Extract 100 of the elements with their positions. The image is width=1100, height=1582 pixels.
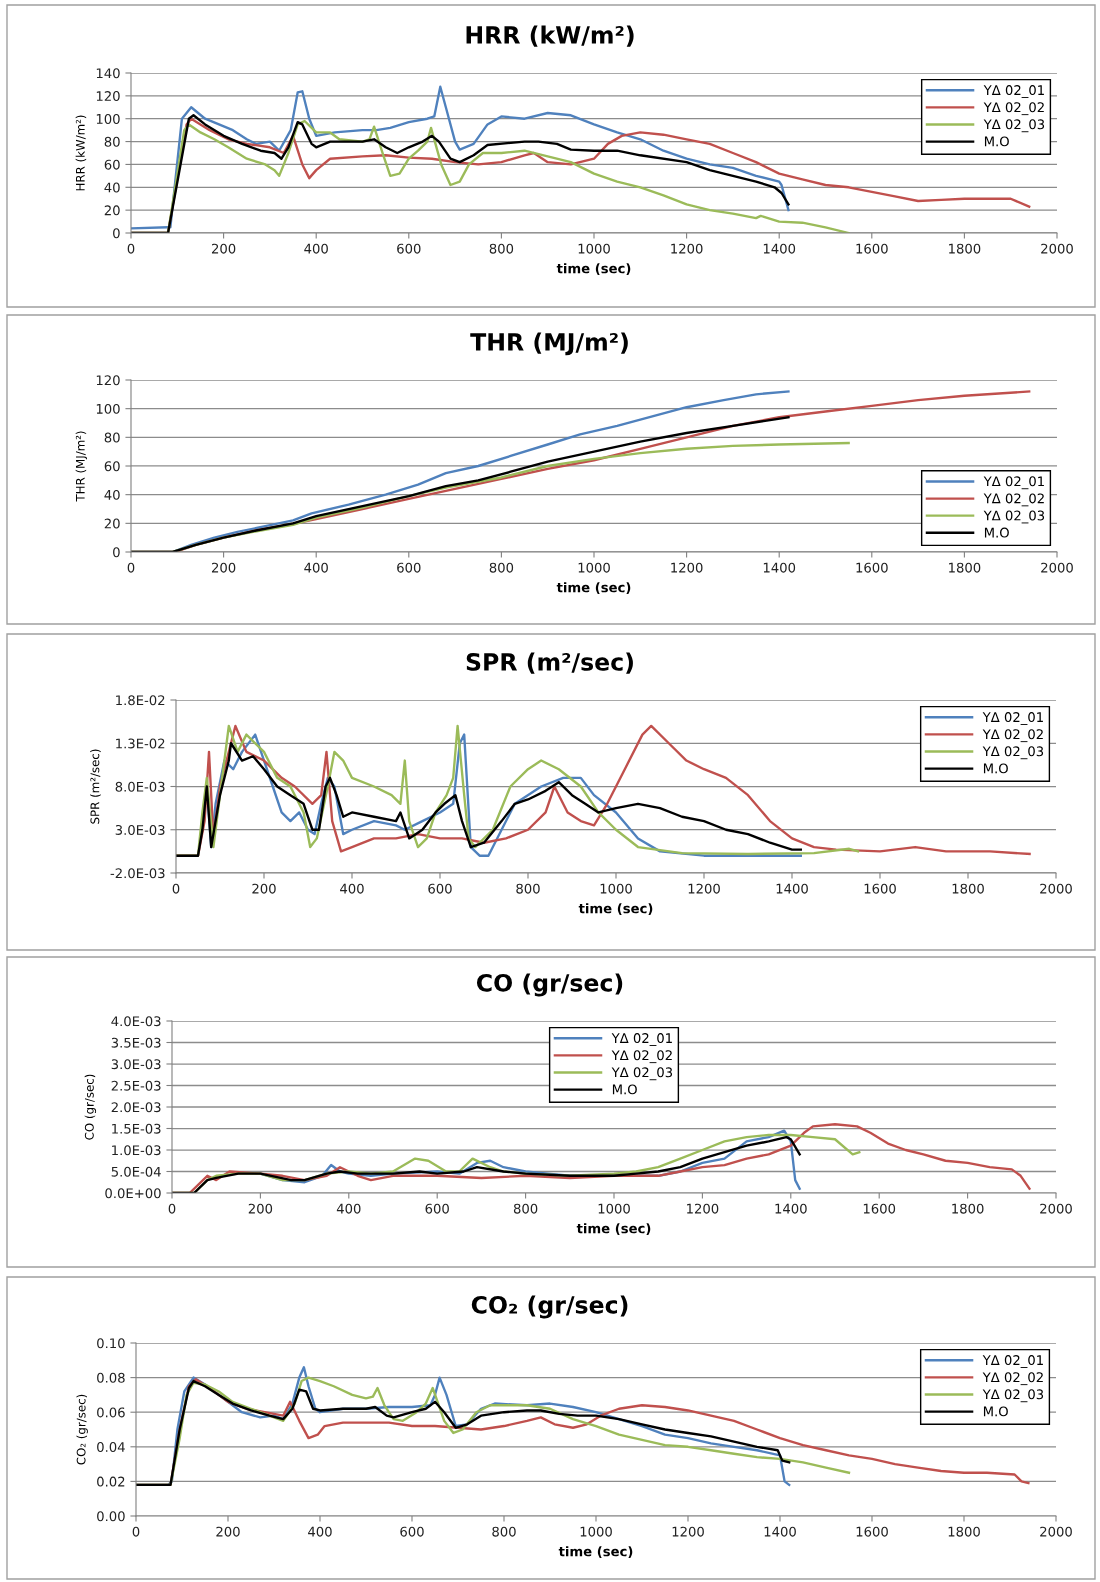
x-tick-label: 1600 [864, 883, 896, 894]
legend-label: YΔ 02_01 [982, 712, 1043, 726]
x-tick-label: 1800 [948, 1526, 980, 1537]
legend-label: YΔ 02_02 [982, 729, 1043, 743]
x-tick-label: 600 [400, 1526, 424, 1537]
chart-title: HRR (kW/m²) [466, 25, 634, 47]
y-tick-label: 140 [96, 68, 120, 79]
line-series [131, 85, 790, 230]
x-tick-label: 1200 [672, 1526, 704, 1537]
x-tick-label: 1400 [764, 1526, 796, 1537]
y-tick-label: 3.0E-03 [111, 1059, 161, 1070]
x-axis-title: time (sec) [558, 1546, 633, 1558]
x-tick-label: 0 [172, 883, 180, 894]
x-tick-label: 0 [168, 1203, 176, 1214]
x-tick-label: 1600 [856, 243, 888, 254]
x-tick-label: 200 [211, 243, 236, 254]
y-tick-label: 40 [104, 489, 120, 500]
y-tick-label: 0.08 [97, 1372, 125, 1383]
x-tick-label: 800 [492, 1526, 516, 1537]
legend-label: M.O [984, 136, 1009, 147]
x-tick-label: 200 [252, 883, 276, 894]
x-tick-label: 1800 [952, 883, 984, 894]
y-tick-label: 0.06 [97, 1407, 125, 1418]
y-tick-label: 20 [104, 205, 120, 216]
y-axis-title: CO₂ (gr/sec) [76, 1394, 88, 1465]
x-tick-label: 2000 [1040, 1203, 1072, 1214]
x-tick-label: 1800 [952, 1203, 984, 1214]
legend-label: YΔ 02_03 [982, 746, 1044, 760]
x-tick-label: 600 [428, 883, 452, 894]
y-tick-label: 100 [96, 403, 120, 414]
y-axis-title: HRR (kW/m²) [75, 115, 87, 191]
legend-label: YΔ 02_03 [983, 119, 1045, 133]
legend-label: M.O [984, 527, 1009, 538]
x-tick-label: 200 [216, 1526, 240, 1537]
y-tick-label: 40 [104, 182, 120, 193]
y-axis-title: SPR (m²/sec) [90, 749, 101, 824]
y-tick-label: 0 [113, 228, 120, 239]
y-tick-label: 120 [96, 91, 120, 102]
chart-title: SPR (m²/sec) [466, 652, 633, 674]
legend-label: YΔ 02_02 [983, 102, 1044, 116]
legend-label: YΔ 02_01 [982, 1355, 1043, 1369]
y-tick-label: 20 [104, 518, 120, 529]
x-tick-label: 800 [513, 1203, 538, 1214]
y-tick-label: 0.00 [97, 1511, 125, 1522]
x-tick-label: 1000 [598, 1203, 630, 1214]
y-tick-label: 5.0E-04 [111, 1166, 161, 1177]
x-tick-label: 800 [489, 562, 514, 573]
y-tick-label: 1.3E-02 [116, 738, 165, 749]
y-axis-title: CO (gr/sec) [84, 1074, 97, 1140]
x-tick-label: 400 [308, 1526, 332, 1537]
y-tick-label: 4.0E-03 [111, 1016, 161, 1027]
x-tick-label: 1000 [578, 243, 610, 254]
legend-label: YΔ 02_02 [983, 493, 1044, 507]
chart-title: CO (gr/sec) [476, 973, 623, 997]
y-tick-label: 1.8E-02 [116, 695, 165, 706]
x-tick-label: 800 [489, 243, 514, 254]
x-tick-label: 1000 [600, 883, 632, 894]
x-tick-label: 1400 [763, 562, 796, 573]
legend-label: M.O [983, 1406, 1008, 1417]
legend-label: YΔ 02_01 [611, 1033, 672, 1047]
legend-label: YΔ 02_03 [611, 1067, 673, 1081]
y-tick-label: -2.0E-03 [110, 868, 165, 879]
x-tick-label: 1600 [856, 562, 888, 573]
x-tick-label: 1800 [949, 562, 981, 573]
y-tick-label: 0 [113, 547, 120, 558]
y-tick-label: 0.04 [97, 1442, 125, 1452]
x-tick-label: 1600 [863, 1203, 896, 1214]
x-axis-title: time (sec) [556, 263, 631, 275]
x-tick-label: 200 [248, 1203, 273, 1214]
x-axis-title: time (sec) [576, 1223, 651, 1235]
y-tick-label: 3.5E-03 [111, 1037, 161, 1048]
x-tick-label: 2000 [1041, 562, 1073, 573]
y-tick-label: 80 [104, 136, 120, 147]
legend-label: M.O [612, 1084, 637, 1095]
legend-label: YΔ 02_03 [982, 1389, 1044, 1403]
y-tick-label: 0.02 [97, 1476, 125, 1487]
legend-label: YΔ 02_01 [983, 476, 1044, 490]
x-tick-label: 600 [425, 1203, 449, 1214]
y-tick-label: 60 [104, 159, 120, 170]
y-axis-title: THR (MJ/m²) [75, 431, 87, 502]
x-tick-label: 1200 [671, 243, 703, 254]
y-tick-label: 120 [96, 375, 120, 386]
x-tick-label: 1200 [688, 883, 720, 894]
x-tick-label: 600 [397, 243, 421, 254]
y-tick-label: 1.0E-03 [112, 1145, 161, 1156]
y-tick-label: 1.5E-03 [112, 1123, 161, 1134]
x-tick-label: 2000 [1040, 883, 1072, 894]
x-tick-label: 1600 [856, 1526, 888, 1537]
x-tick-label: 1400 [775, 1203, 807, 1214]
x-tick-label: 2000 [1040, 1526, 1072, 1537]
y-tick-label: 0.10 [97, 1338, 125, 1349]
chart-title: CO₂ (gr/sec) [471, 1295, 628, 1319]
y-tick-label: 8.0E-03 [115, 781, 165, 792]
x-tick-label: 1200 [671, 562, 703, 573]
x-tick-label: 2000 [1041, 243, 1073, 254]
y-tick-label: 0.0E+00 [105, 1188, 161, 1199]
x-tick-label: 400 [304, 243, 328, 254]
y-tick-label: 2.5E-03 [111, 1080, 161, 1091]
x-tick-label: 800 [516, 883, 540, 894]
y-tick-label: 80 [104, 432, 120, 443]
